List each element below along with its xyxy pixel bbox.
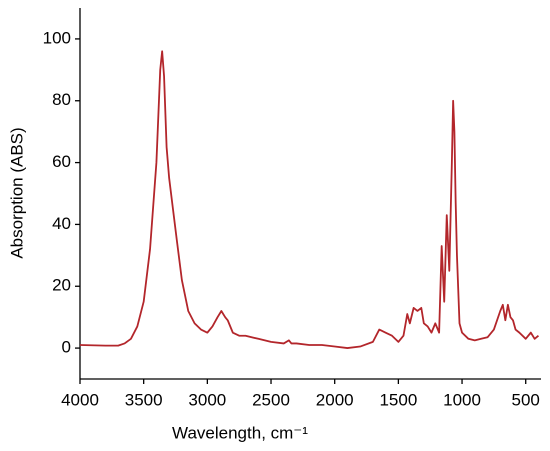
x-tick-label: 4000 bbox=[61, 390, 99, 409]
y-tick-label: 60 bbox=[52, 152, 71, 171]
x-tick-label: 3500 bbox=[125, 390, 163, 409]
x-tick-label: 2500 bbox=[252, 390, 290, 409]
x-tick-label: 1500 bbox=[379, 390, 417, 409]
y-tick-label: 20 bbox=[52, 276, 71, 295]
spectrum-line bbox=[79, 50, 540, 349]
x-tick-label: 1000 bbox=[443, 390, 481, 409]
x-axis-label: Wavelength, cm⁻¹ bbox=[172, 423, 308, 442]
y-tick-label: 0 bbox=[62, 338, 71, 357]
x-tick-label: 2000 bbox=[316, 390, 354, 409]
y-tick-label: 100 bbox=[43, 28, 71, 47]
y-tick-label: 40 bbox=[52, 214, 71, 233]
y-tick-label: 80 bbox=[52, 90, 71, 109]
x-tick-label: 3000 bbox=[188, 390, 226, 409]
x-tick-label: 500 bbox=[512, 390, 540, 409]
y-axis-label: Absorption (ABS) bbox=[7, 127, 26, 258]
